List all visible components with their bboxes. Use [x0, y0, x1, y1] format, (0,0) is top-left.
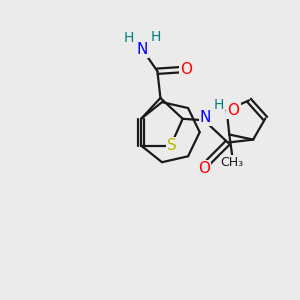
Text: O: O [198, 161, 210, 176]
Text: H: H [214, 98, 224, 112]
Text: O: O [180, 62, 192, 77]
Text: N: N [200, 110, 211, 125]
Text: S: S [167, 138, 177, 153]
Text: H: H [151, 30, 161, 44]
Text: O: O [227, 103, 239, 118]
Text: N: N [137, 42, 148, 57]
Text: H: H [123, 31, 134, 45]
Text: CH₃: CH₃ [221, 156, 244, 169]
